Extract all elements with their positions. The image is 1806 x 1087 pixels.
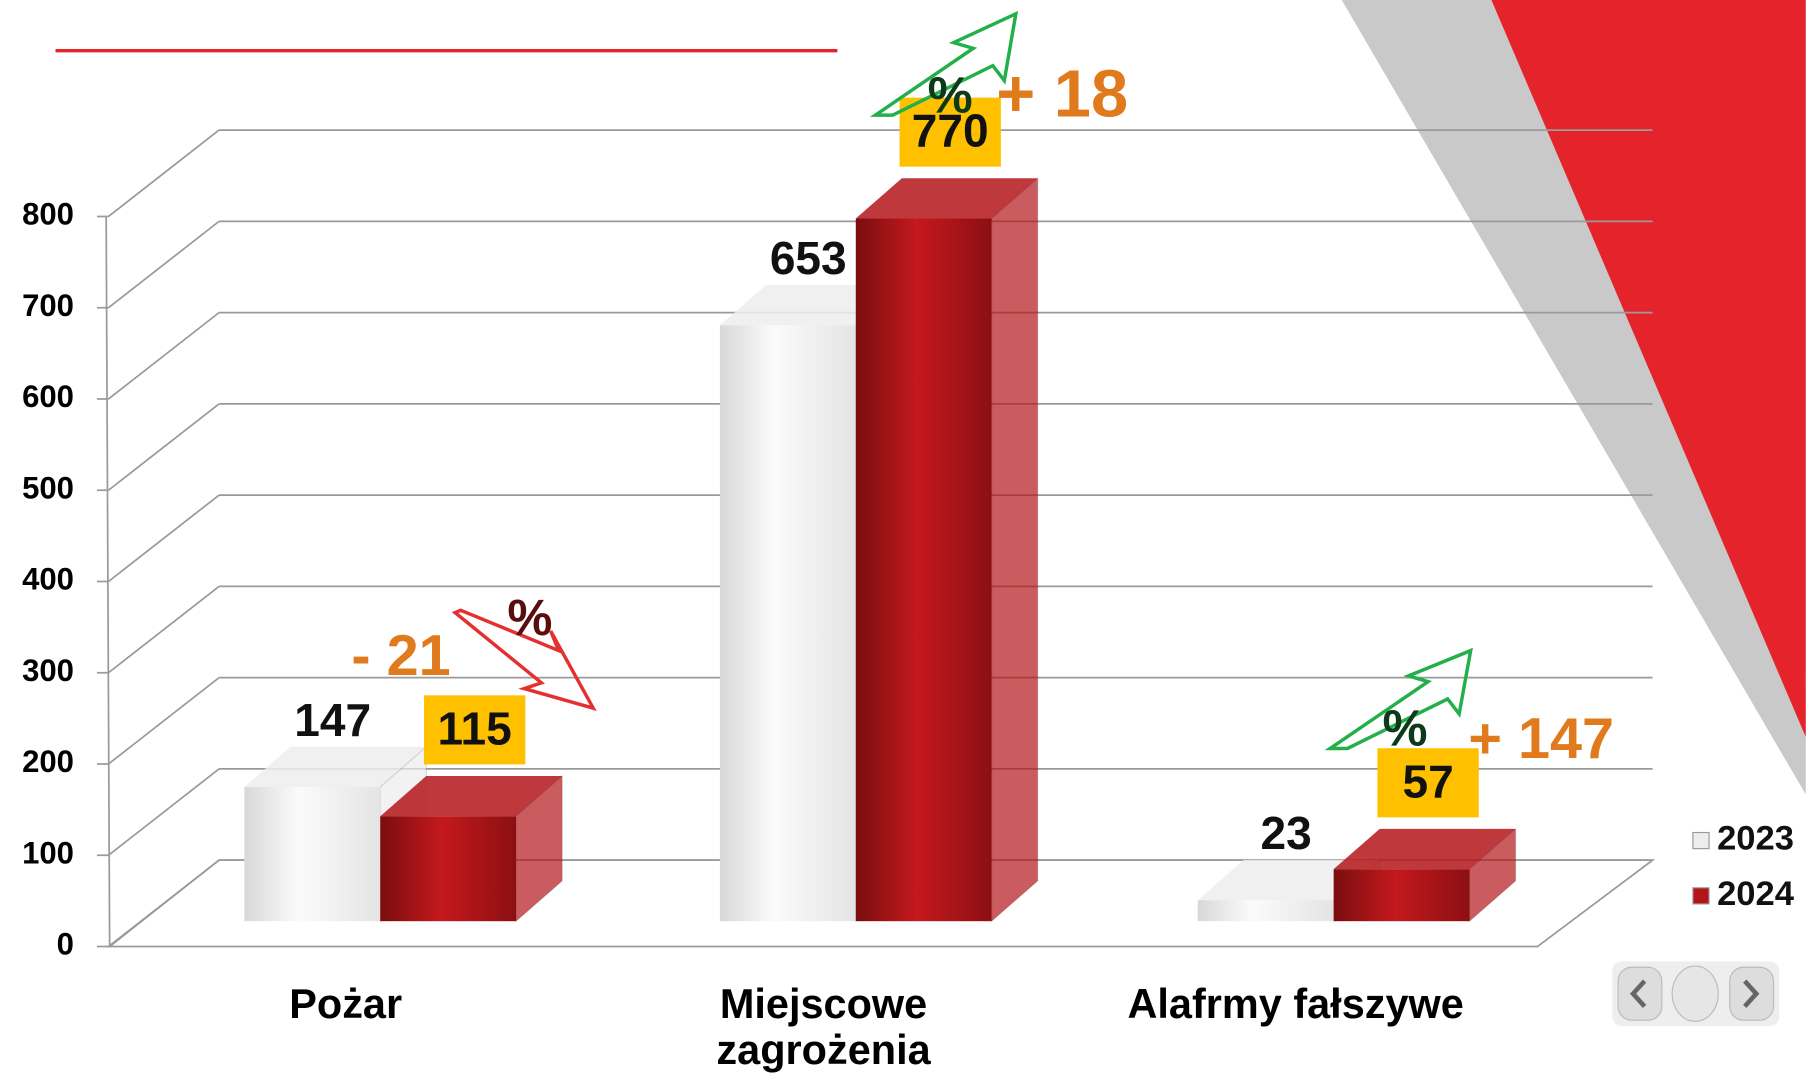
change-label: - 21 [351, 624, 450, 688]
grid-line [108, 404, 219, 490]
y-tick-label: 0 [57, 927, 74, 962]
grid-line [108, 769, 219, 855]
percent-sign: % [928, 66, 973, 123]
x-tick-label: Alafrmy fałszywe [1065, 981, 1526, 1027]
bar [856, 219, 992, 922]
category-label: Alafrmy fałszywe [1065, 981, 1526, 1085]
next-button[interactable] [1730, 967, 1774, 1020]
value-label: 57 [1402, 755, 1453, 807]
bar [1334, 869, 1470, 921]
nav-buttons [1612, 961, 1779, 1025]
legend-label: 2024 [1717, 875, 1795, 913]
bar [1198, 900, 1334, 921]
grid-line [108, 586, 219, 672]
y-tick-label: 300 [22, 653, 74, 688]
change-label: + 147 [1468, 707, 1614, 771]
change-label: + 18 [996, 58, 1128, 132]
y-tick-label: 600 [22, 379, 74, 414]
grid-line [108, 221, 219, 307]
bar [720, 325, 856, 921]
x-tick-label: Miejscowe zagrożenia [685, 981, 961, 1073]
grid-line [108, 130, 219, 216]
grid-line [108, 678, 219, 764]
y-tick-label: 500 [22, 470, 74, 505]
chart: 0 100 200 300 400 500 600 700 800 147 115 Pożar 653… [0, 0, 1806, 1087]
prev-button[interactable] [1618, 967, 1662, 1020]
x-tick-label: Pożar [115, 981, 576, 1027]
y-tick-label: 400 [22, 562, 74, 597]
y-tick-label: 700 [22, 288, 74, 323]
grid-line [108, 495, 219, 581]
value-label: 147 [294, 694, 371, 746]
category-label: Pożar [115, 981, 576, 1085]
bar-side [992, 178, 1038, 921]
home-button[interactable] [1672, 966, 1718, 1021]
percent-sign: % [1383, 700, 1428, 757]
value-label: 653 [770, 232, 847, 284]
value-label: 23 [1260, 807, 1311, 859]
bar [380, 816, 516, 921]
y-tick-label: 100 [22, 835, 74, 870]
percent-sign: % [507, 589, 552, 646]
legend-label: 2023 [1717, 820, 1794, 858]
legend-swatch [1693, 888, 1709, 904]
legend-swatch [1693, 833, 1709, 849]
grid-line [108, 313, 219, 399]
bar [244, 787, 380, 921]
value-label: 115 [437, 702, 511, 754]
y-tick-label: 800 [22, 197, 74, 232]
y-tick-label: 200 [22, 744, 74, 779]
category-label: Miejscowe zagrożenia [593, 981, 1054, 1085]
